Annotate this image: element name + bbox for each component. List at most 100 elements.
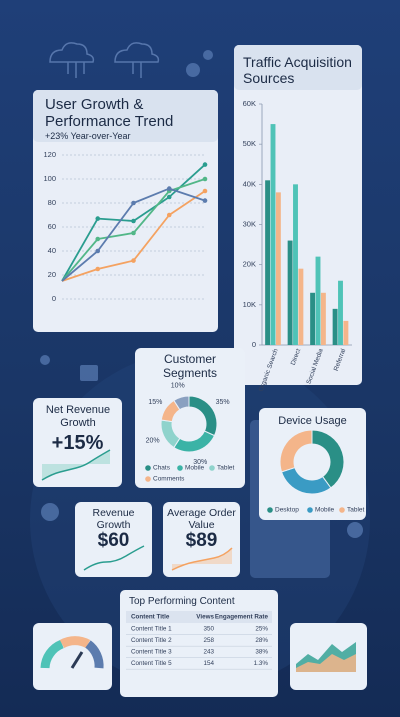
y-tick-label: 40K xyxy=(243,179,256,188)
area-shape xyxy=(296,654,356,672)
gauge-arc xyxy=(40,639,64,669)
bar xyxy=(310,292,316,345)
legend-swatch xyxy=(267,507,273,513)
data-label: 35% xyxy=(216,399,230,406)
bar xyxy=(275,192,281,345)
table-cell: Content Title 5 xyxy=(131,660,172,667)
y-tick-label: 0 xyxy=(252,340,256,349)
legend-swatch xyxy=(177,465,183,471)
segments-card xyxy=(135,348,245,488)
sparkline xyxy=(83,545,145,571)
bar-card-header xyxy=(234,45,362,90)
table-title: Top Performing Content xyxy=(129,596,235,607)
table-cell: 243 xyxy=(203,649,214,656)
bar xyxy=(332,308,338,345)
table-cell: Content Title 3 xyxy=(131,649,172,656)
table-header: Engagement Rate xyxy=(215,614,269,621)
table-cell: 154 xyxy=(203,660,214,667)
table-cell: Content Title 2 xyxy=(131,637,172,644)
table-header-bg xyxy=(126,611,272,623)
y-tick-label: 120 xyxy=(43,150,56,159)
sparkline xyxy=(171,547,233,571)
kpi-card xyxy=(75,502,152,577)
legend-label: Chats xyxy=(153,465,171,472)
y-tick-label: 0 xyxy=(52,294,56,303)
data-label: 15% xyxy=(148,399,162,406)
y-tick-label: 60 xyxy=(48,222,56,231)
chart-title: Customer Segments xyxy=(162,352,218,380)
point xyxy=(95,236,101,242)
point xyxy=(131,200,136,206)
y-tick-label: 80 xyxy=(48,198,56,207)
kpi-value: +15% xyxy=(51,432,104,454)
table-cell: 25% xyxy=(255,626,268,633)
kpi-value: $89 xyxy=(185,530,218,551)
bar xyxy=(320,292,326,345)
gear-icons xyxy=(40,50,363,538)
y-tick-label: 10K xyxy=(243,300,256,309)
chart-title: User Growth & Performance Trend xyxy=(45,96,174,131)
bar xyxy=(338,280,343,345)
bar xyxy=(298,268,304,345)
sparkline-fill xyxy=(172,548,232,570)
device-card xyxy=(259,408,366,520)
cards xyxy=(33,45,367,697)
table-cell: 350 xyxy=(203,626,214,633)
line-card-header xyxy=(33,90,218,142)
chart-title: Traffic Acquisition Sources xyxy=(243,54,352,87)
y-tick-label: 20 xyxy=(48,270,56,279)
y-tick-label: 50K xyxy=(243,139,256,148)
gauge-arc xyxy=(85,640,104,669)
point xyxy=(202,198,208,203)
bar xyxy=(270,124,276,345)
cloud-icons xyxy=(49,42,160,78)
line-card xyxy=(33,90,218,332)
pie-slice xyxy=(311,429,345,489)
point xyxy=(131,258,136,263)
point xyxy=(166,194,172,200)
table-header: Views xyxy=(196,614,214,621)
legend-label: Tablet xyxy=(347,507,365,514)
table-header: Content Title xyxy=(131,614,170,621)
point xyxy=(166,212,172,218)
point xyxy=(131,230,136,236)
legend-swatch xyxy=(307,507,313,513)
legend-label: Tablet xyxy=(217,465,235,472)
chart-subtitle: +23% Year-over-Year xyxy=(45,131,131,141)
legend-label: Desktop xyxy=(275,507,299,514)
legend-swatch xyxy=(145,476,151,482)
point xyxy=(95,216,101,221)
bar xyxy=(287,240,293,345)
table-cell: Content Title 1 xyxy=(131,626,172,633)
legend-label: Comments xyxy=(153,476,185,483)
kpi-value: $60 xyxy=(97,530,130,551)
legend-label: Mobile xyxy=(185,465,205,472)
point xyxy=(202,162,208,167)
chart-title: Device Usage xyxy=(278,415,347,427)
gauge-needle xyxy=(70,651,84,669)
legend-swatch xyxy=(145,465,151,471)
legend-label: Mobile xyxy=(315,507,335,514)
bar xyxy=(343,320,349,345)
bar xyxy=(315,256,321,345)
point xyxy=(131,218,136,224)
data-label: 10% xyxy=(171,382,185,389)
point xyxy=(202,188,208,194)
kpi-title: Revenue Growth xyxy=(92,507,135,532)
data-label: 20% xyxy=(146,437,160,444)
table-cell: 1.3% xyxy=(254,660,269,667)
bar xyxy=(293,184,298,345)
sparkline xyxy=(41,449,111,481)
table-cell: 38% xyxy=(255,649,268,656)
point xyxy=(95,248,101,254)
kpi-title: Net Revenue Growth xyxy=(45,404,111,429)
point xyxy=(95,266,101,272)
legend-swatch xyxy=(209,465,215,471)
table-cell: 258 xyxy=(203,637,214,644)
gauge-arc xyxy=(59,636,91,649)
y-tick-label: 20K xyxy=(243,260,256,269)
gauge-card xyxy=(33,623,112,690)
table-cell: 28% xyxy=(255,637,268,644)
